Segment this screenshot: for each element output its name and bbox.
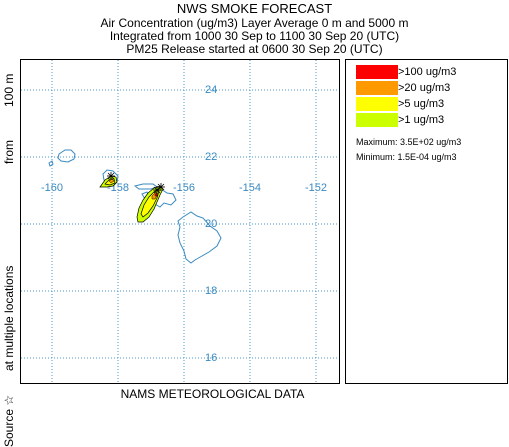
- lon-label-154: -154: [239, 182, 261, 194]
- smoke-plume-oahu: [99, 175, 118, 188]
- integration-period: Integrated from 1000 30 Sep to 1100 30 S…: [109, 29, 400, 43]
- from-label: from: [2, 140, 16, 164]
- lat-label-20: 20: [205, 218, 217, 230]
- source-star-oahu: [107, 172, 115, 180]
- lat-label-16: 16: [205, 352, 217, 364]
- concentration-subtitle: Air Concentration (ug/m3) Layer Average …: [100, 16, 409, 30]
- maximum-value: Maximum: 3.5E+02 ug/m3: [356, 137, 462, 147]
- release-info: PM25 Release started at 0600 30 Sep 20 (…: [126, 42, 383, 56]
- lon-label-160: -160: [41, 182, 63, 194]
- legend-label-20: >20 ug/m3: [398, 82, 451, 94]
- lat-label-22: 22: [205, 151, 217, 163]
- source-markers: [107, 172, 165, 194]
- lat-label-18: 18: [205, 285, 217, 297]
- source-star-maui-2: [157, 183, 165, 191]
- coastlines: [48, 149, 222, 264]
- source-axis-label: Source ☆ at multiple locations from 100 …: [0, 59, 20, 447]
- legend-label-1: >1 ug/m3: [398, 114, 445, 126]
- height-label: 100 m: [2, 73, 16, 107]
- legend-swatch-5: [356, 97, 398, 111]
- legend-swatch-1: [356, 113, 398, 127]
- concentration-legend: >100 ug/m3 >20 ug/m3 >5 ug/m3 >1 ug/m3 M…: [345, 59, 508, 384]
- lon-label-156: -156: [173, 182, 195, 194]
- forecast-title: NWS SMOKE FORECAST: [176, 1, 333, 16]
- locations-label: at multiple locations: [2, 265, 16, 371]
- met-data-footer: NAMS METEOROLOGICAL DATA: [120, 387, 305, 401]
- source-label: Source ☆: [2, 394, 16, 447]
- lon-label-152: -152: [305, 182, 327, 194]
- minimum-value: Minimum: 1.5E-04 ug/m3: [356, 152, 457, 162]
- big-island-coast: [177, 211, 222, 264]
- legend-swatch-20: [356, 81, 398, 95]
- kauai-coast: [57, 149, 76, 163]
- lat-gridlines: [21, 89, 339, 359]
- legend-swatch-100: [356, 65, 398, 79]
- legend-label-100: >100 ug/m3: [398, 66, 457, 78]
- map-canvas: 24 22 20 18 16 -160 -158 -156 -154 -152: [21, 60, 339, 383]
- smoke-plume-maui: [136, 185, 164, 223]
- lon-gridlines: [51, 60, 317, 383]
- niihau-coast: [48, 160, 54, 167]
- lat-label-24: 24: [205, 84, 217, 96]
- smoke-map: 24 22 20 18 16 -160 -158 -156 -154 -152: [20, 59, 340, 384]
- legend-label-5: >5 ug/m3: [398, 98, 445, 110]
